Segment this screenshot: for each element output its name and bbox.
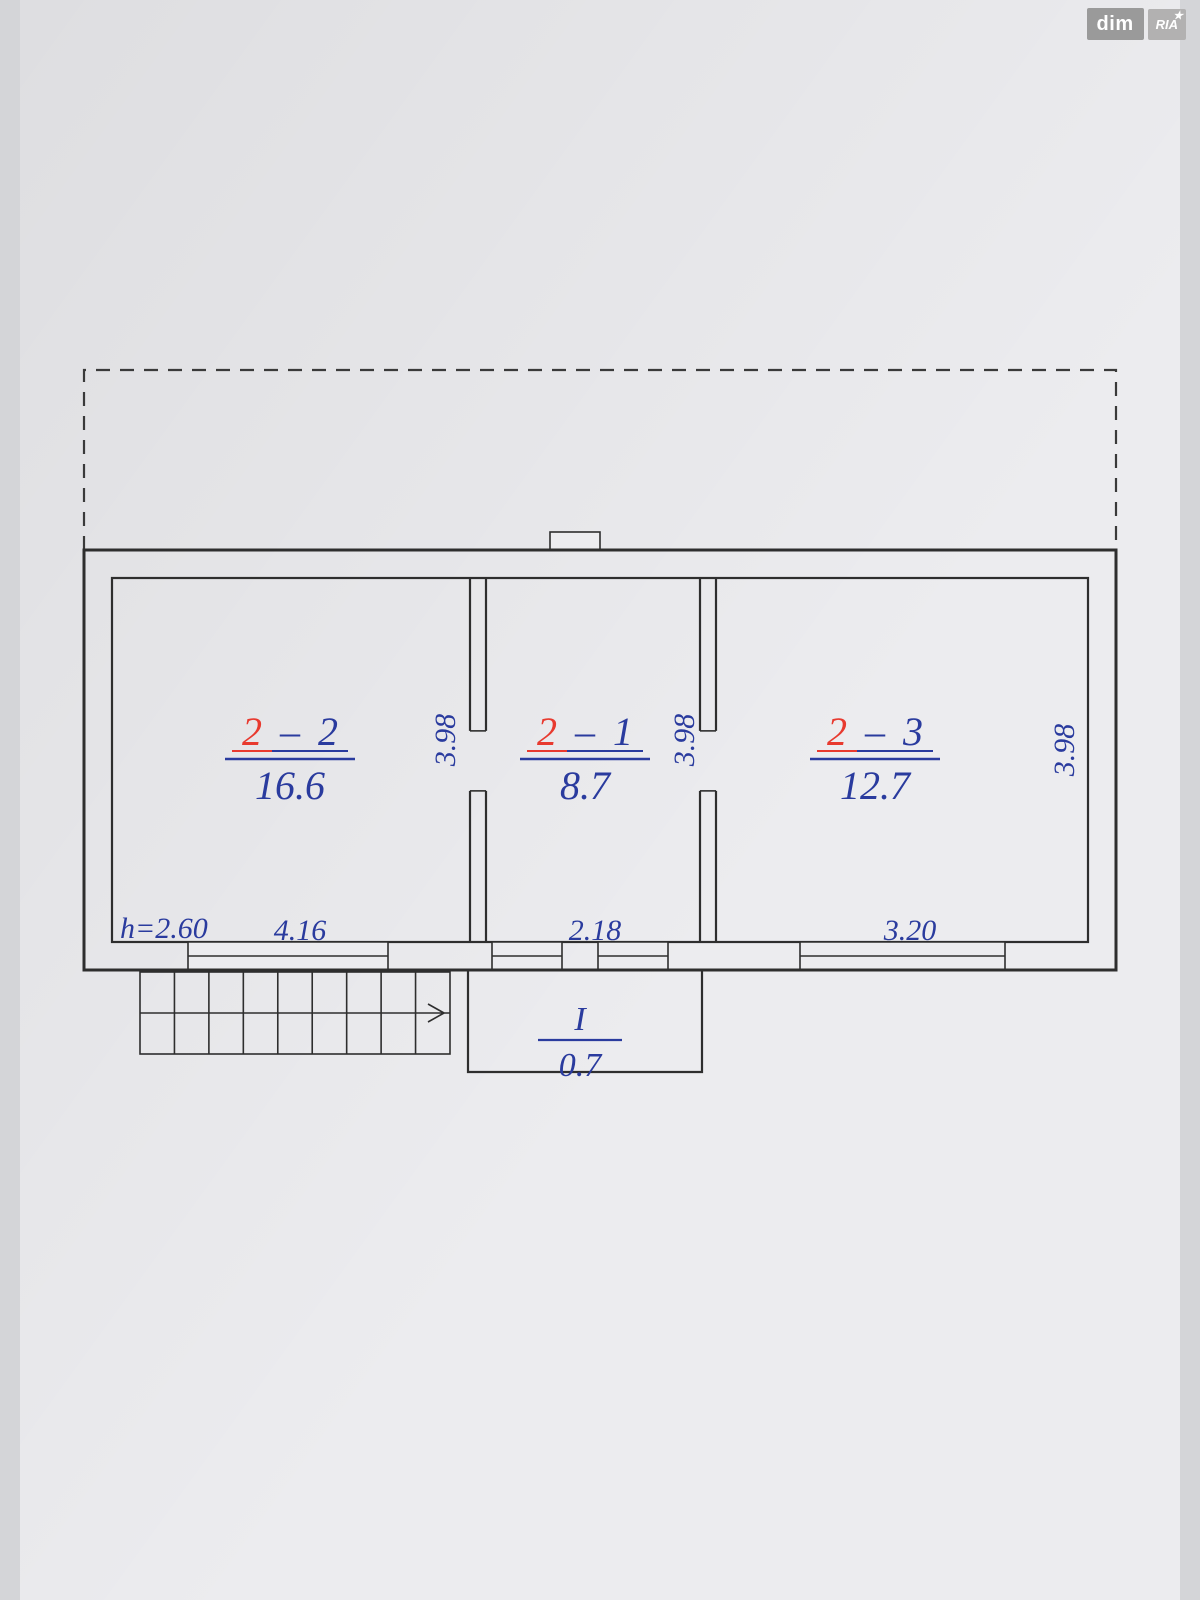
- watermark: dim ★ RIA: [1087, 8, 1186, 40]
- dimension-horizontal: 3.20: [883, 914, 937, 947]
- room-id-suffix: 1: [613, 709, 633, 754]
- dimension-horizontal: 2.18: [569, 914, 622, 947]
- dimension-vertical: 3.98: [668, 714, 701, 768]
- ceiling-height: h=2.60: [120, 912, 208, 945]
- room-id-dash: –: [279, 709, 301, 754]
- room-id-suffix: 3: [902, 709, 923, 754]
- watermark-ria: ★ RIA: [1148, 9, 1186, 40]
- floorplan-svg: 2–216.62–18.72–312.7h=2.604.162.183.203.…: [0, 0, 1200, 1600]
- room-id-prefix: 2: [827, 709, 847, 754]
- wall-projection: [550, 532, 600, 550]
- porch-id: I: [573, 1001, 587, 1038]
- room-id-prefix: 2: [537, 709, 557, 754]
- room-area: 8.7: [560, 763, 612, 808]
- room-id-dash: –: [864, 709, 886, 754]
- room-id-prefix: 2: [242, 709, 262, 754]
- room-area: 12.7: [840, 763, 912, 808]
- dimension-horizontal: 4.16: [274, 914, 327, 947]
- room-id-suffix: 2: [318, 709, 338, 754]
- dimension-vertical: 3.98: [429, 714, 462, 768]
- star-icon: ★: [1173, 11, 1183, 22]
- floorplan-page: dim ★ RIA 2–216.62–18.72–312.7h=2.604.16…: [0, 0, 1200, 1600]
- porch-area: 0.7: [559, 1047, 604, 1084]
- room-id-dash: –: [574, 709, 596, 754]
- room-area: 16.6: [255, 763, 325, 808]
- dimension-vertical: 3.98: [1048, 724, 1081, 778]
- watermark-dim: dim: [1087, 8, 1144, 40]
